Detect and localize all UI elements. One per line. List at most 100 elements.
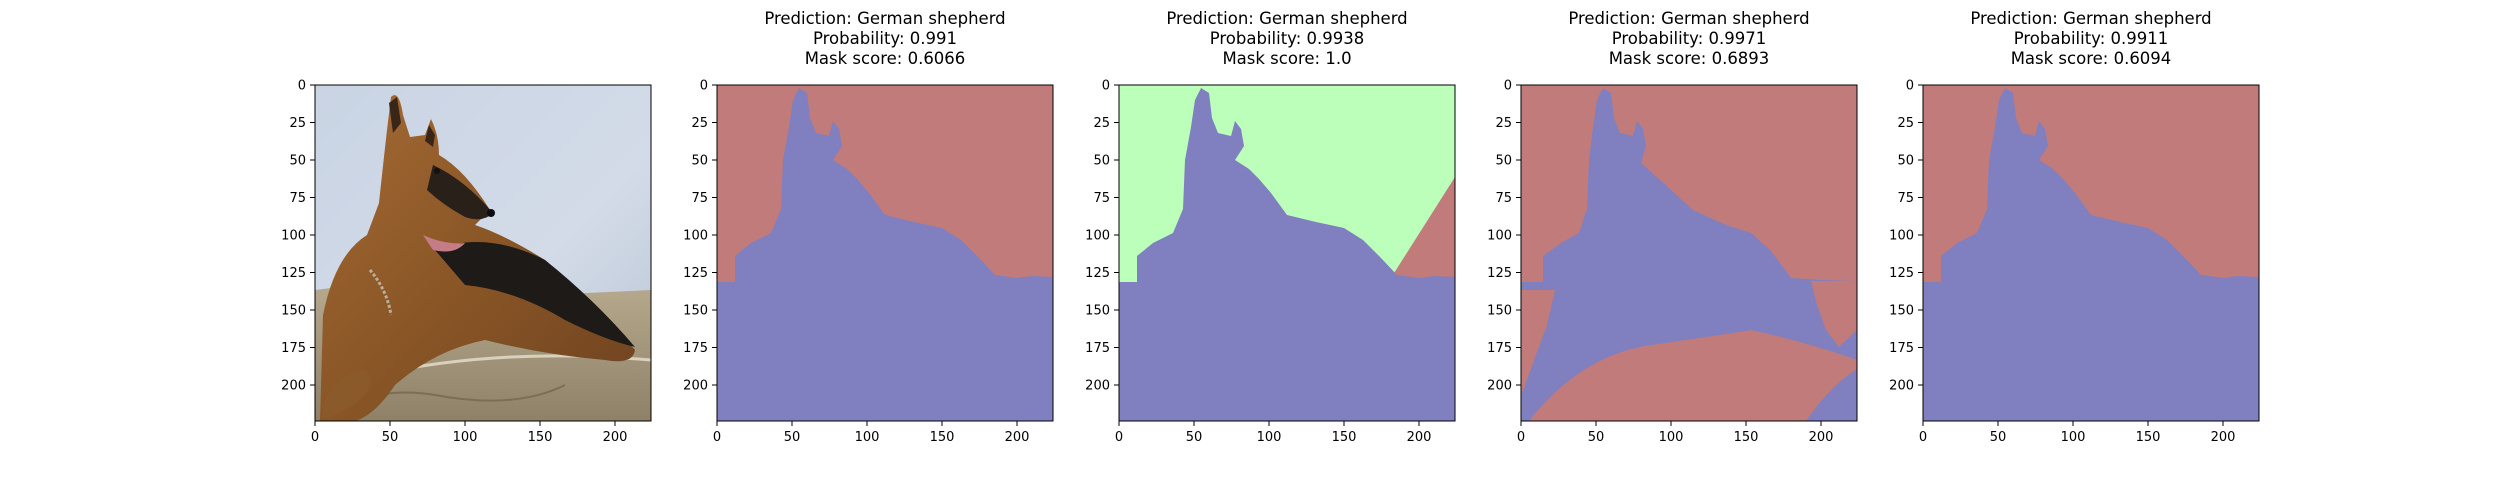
- panel-input: 0 50 100 150 200 0 25 50 75 100 125 150 175 200: [281, 79, 652, 445]
- axes-frame: [1520, 84, 1858, 422]
- dog-ear: [425, 125, 435, 147]
- y-tick-label: 200: [1889, 379, 1914, 394]
- panel-mask2: 0 50 100 150 200 0 25 50 75 100 125 150 175 200 Predic…: [1085, 9, 1456, 445]
- x-tick-label: 0: [1115, 430, 1123, 445]
- y-tick-label: 200: [683, 379, 708, 394]
- x-tick-label: 150: [930, 430, 955, 445]
- x-tick-label: 100: [453, 430, 478, 445]
- mask-right-region: [1811, 281, 1857, 347]
- y-tick-label: 200: [281, 379, 306, 394]
- y-tick-label: 100: [1085, 229, 1110, 244]
- dog-ear: [389, 97, 401, 133]
- y-tick-label: 25: [691, 116, 708, 131]
- y-tick-label: 0: [700, 79, 708, 94]
- axes-frame: [716, 84, 1054, 422]
- dog-eye: [434, 168, 440, 174]
- x-tick-label: 50: [1186, 430, 1203, 445]
- y-tick-label: 75: [1495, 191, 1512, 206]
- axes-frame: [314, 84, 652, 422]
- x-tick-label: 150: [1734, 430, 1759, 445]
- x-tick-label: 200: [2211, 430, 2236, 445]
- y-tick-label: 50: [1897, 154, 1914, 169]
- y-tick-label: 175: [281, 341, 306, 356]
- y-tick-label: 0: [298, 79, 306, 94]
- x-tick-label: 0: [311, 430, 319, 445]
- panel-title-line: Probability: 0.9971: [1612, 29, 1767, 48]
- y-tick-label: 75: [289, 191, 306, 206]
- x-tick-label: 50: [784, 430, 801, 445]
- x-tick-label: 0: [1517, 430, 1525, 445]
- x-tick-label: 100: [1257, 430, 1282, 445]
- panel-title-line: Mask score: 0.6066: [805, 49, 966, 68]
- y-tick-label: 25: [289, 116, 306, 131]
- panel-title-line: Prediction: German shepherd: [1166, 9, 1407, 28]
- panel-title-line: Probability: 0.9938: [1210, 29, 1365, 48]
- y-tick-label: 75: [1897, 191, 1914, 206]
- y-tick-label: 0: [1504, 79, 1512, 94]
- mask-dog-region: [717, 88, 1053, 421]
- x-tick-label: 50: [382, 430, 399, 445]
- panel-mask1: 0 50 100 150 200 0 25 50 75 100 125 150 175 200 Predic…: [683, 9, 1054, 445]
- x-tick-label: 50: [1588, 430, 1605, 445]
- dog-paw: [323, 370, 371, 419]
- x-tick-label: 0: [713, 430, 721, 445]
- dog-nose: [487, 209, 495, 217]
- panel-title-line: Mask score: 0.6893: [1609, 49, 1770, 68]
- dog-tongue: [423, 235, 465, 252]
- mask-bottom-region: [1529, 330, 1857, 421]
- y-tick-label: 125: [1085, 266, 1110, 281]
- dog-photo: [315, 85, 651, 421]
- y-tick-label: 125: [281, 266, 306, 281]
- y-tick-label: 200: [1487, 379, 1512, 394]
- mask-dog-region: [1923, 88, 2259, 421]
- panel-title-line: Mask score: 1.0: [1222, 49, 1351, 68]
- y-tick-label: 150: [281, 304, 306, 319]
- y-tick-label: 175: [1085, 341, 1110, 356]
- y-tick-label: 175: [1487, 341, 1512, 356]
- dog-muzzle: [427, 165, 493, 220]
- y-tick-label: 150: [683, 304, 708, 319]
- mask-corner-region: [1389, 177, 1455, 281]
- y-tick-label: 25: [1093, 116, 1110, 131]
- mask-left-region: [1521, 290, 1555, 395]
- x-tick-label: 50: [1990, 430, 2007, 445]
- y-tick-label: 100: [281, 229, 306, 244]
- y-tick-label: 100: [1487, 229, 1512, 244]
- panel-mask4: 0 50 100 150 200 0 25 50 75 100 125 150 175 200 Predic…: [1889, 9, 2260, 445]
- dog-saddle: [435, 242, 635, 347]
- panel-mask3: 0 50 100 150 200 0 25 50 75 100 125 150 175 200 Predic…: [1487, 9, 1858, 445]
- y-tick-label: 200: [1085, 379, 1110, 394]
- x-tick-label: 150: [528, 430, 553, 445]
- x-tick-label: 200: [1005, 430, 1030, 445]
- y-tick-label: 125: [683, 266, 708, 281]
- x-tick-label: 200: [1407, 430, 1432, 445]
- y-tick-label: 25: [1897, 116, 1914, 131]
- y-tick-label: 75: [691, 191, 708, 206]
- x-tick-label: 0: [1919, 430, 1927, 445]
- y-tick-label: 0: [1102, 79, 1110, 94]
- y-tick-label: 75: [1093, 191, 1110, 206]
- panel-title-line: Probability: 0.9911: [2014, 29, 2169, 48]
- y-tick-label: 50: [1093, 154, 1110, 169]
- y-tick-label: 0: [1906, 79, 1914, 94]
- mask-dog-region: [1119, 88, 1455, 421]
- panel-title-line: Prediction: German shepherd: [764, 9, 1005, 28]
- x-tick-label: 200: [603, 430, 628, 445]
- x-tick-label: 150: [1332, 430, 1357, 445]
- axes-frame: [1922, 84, 2260, 422]
- y-tick-label: 50: [691, 154, 708, 169]
- x-tick-label: 100: [2061, 430, 2086, 445]
- y-tick-label: 125: [1889, 266, 1914, 281]
- y-tick-label: 50: [289, 154, 306, 169]
- panel-title-line: Prediction: German shepherd: [1970, 9, 2211, 28]
- y-tick-label: 100: [683, 229, 708, 244]
- segmentation-mask: [1119, 85, 1455, 421]
- y-tick-label: 50: [1495, 154, 1512, 169]
- y-tick-label: 100: [1889, 229, 1914, 244]
- dog-collar: [368, 269, 393, 316]
- segmentation-mask: [1521, 85, 1857, 421]
- y-tick-label: 150: [1487, 304, 1512, 319]
- axes-frame: [1118, 84, 1456, 422]
- x-tick-label: 200: [1809, 430, 1834, 445]
